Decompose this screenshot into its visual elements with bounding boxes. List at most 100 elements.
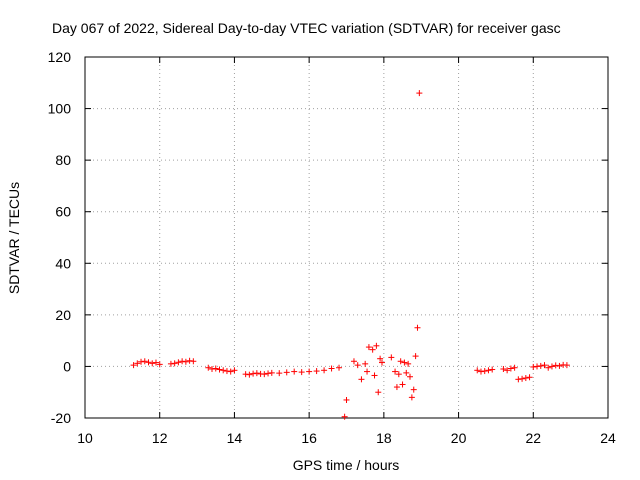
data-point [362,360,369,367]
data-point [306,368,313,375]
data-point [223,368,230,375]
data-point [477,368,484,375]
x-tick-label: 16 [301,430,317,446]
y-tick-label: 120 [48,49,72,65]
data-point [481,368,488,375]
data-point [250,370,257,377]
data-point [489,366,496,373]
data-point [408,394,415,401]
data-point [401,359,408,366]
data-point [149,360,156,367]
data-point [537,362,544,369]
data-point [343,396,350,403]
data-point [365,344,372,351]
x-axis-label: GPS time / hours [293,457,400,473]
data-point [341,413,348,420]
data-point [321,367,328,374]
x-tick-label: 10 [77,430,93,446]
data-point [526,374,533,381]
data-point [145,359,152,366]
data-point [167,360,174,367]
data-point [397,358,404,365]
data-point [205,364,212,371]
data-point [179,358,186,365]
y-tick-label: 20 [55,307,71,323]
data-point [298,369,305,376]
data-point [474,367,481,374]
data-point [156,361,163,368]
marker-layer [130,90,570,420]
data-point [405,360,412,367]
x-tick-label: 24 [600,430,616,446]
data-point [182,358,189,365]
data-point [216,366,223,373]
data-point [358,376,365,383]
data-point [265,370,272,377]
y-tick-label: 60 [55,204,71,220]
y-tick-label: 100 [48,101,72,117]
grid-layer [85,57,608,418]
data-point [130,362,137,369]
data-point [388,354,395,361]
data-point [392,368,399,375]
plot-frame [84,56,609,419]
data-point [541,362,548,369]
data-point [152,359,159,366]
data-point [253,370,260,377]
x-tick-label: 22 [525,430,541,446]
data-point [507,365,514,372]
y-tick-label: -20 [51,410,71,426]
data-point [522,375,529,382]
data-point [519,375,526,382]
data-point [377,355,384,362]
data-point [141,358,148,365]
data-point [220,367,227,374]
data-point [175,359,182,366]
data-point [313,368,320,375]
data-point [242,371,249,378]
data-point [412,353,419,360]
data-point [364,368,371,375]
data-point [515,376,522,383]
data-point [246,371,253,378]
data-point [134,360,141,367]
data-point [395,371,402,378]
data-point [328,365,335,372]
data-point [375,389,382,396]
data-point [393,384,400,391]
data-point [403,369,410,376]
y-tick-label: 0 [63,358,71,374]
data-point [410,386,417,393]
data-point [283,369,290,376]
y-tick-label: 40 [55,255,71,271]
data-point [231,367,238,374]
chart-title: Day 067 of 2022, Sidereal Day-to-day VTE… [52,20,561,36]
data-point [511,364,518,371]
data-point [485,367,492,374]
data-point [530,363,537,370]
data-point [227,368,234,375]
data-point [373,342,380,349]
data-point [556,362,563,369]
data-point [350,358,357,365]
data-point [171,360,178,367]
data-point [336,364,343,371]
data-point [548,363,555,370]
tick-layer: 10 12 14 16 18 20 22 24 -20 0 20 40 60 80 100 120 [48,49,616,446]
data-point [276,370,283,377]
x-tick-label: 12 [152,430,168,446]
data-point [414,324,421,331]
x-tick-label: 20 [451,430,467,446]
data-point [138,358,145,365]
x-tick-label: 14 [227,430,243,446]
data-point [212,365,219,372]
data-point [416,90,423,97]
y-axis-label: SDTVAR / TECUs [6,182,22,294]
data-point [552,362,559,369]
data-point [399,381,406,388]
data-point [563,362,570,369]
data-point [209,366,216,373]
data-point [378,359,385,366]
data-point [186,357,193,364]
